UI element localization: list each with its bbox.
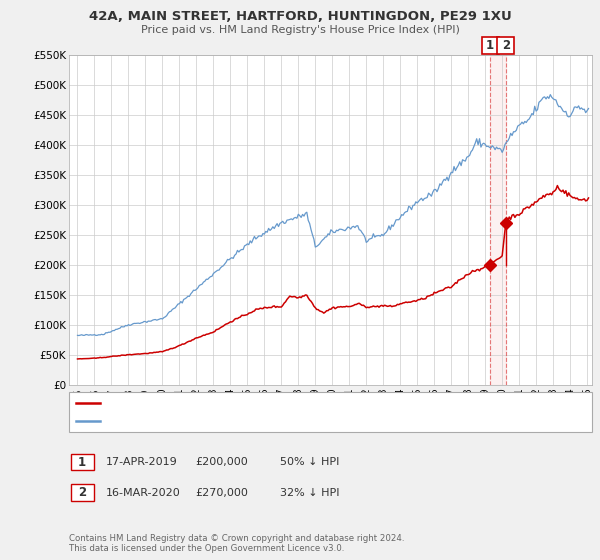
Bar (490, 55, 506, 385)
Text: 1: 1 (486, 39, 494, 52)
Text: 2: 2 (502, 39, 510, 52)
Text: 32% ↓ HPI: 32% ↓ HPI (280, 488, 339, 498)
Text: Price paid vs. HM Land Registry's House Price Index (HPI): Price paid vs. HM Land Registry's House … (140, 25, 460, 35)
Text: £270,000: £270,000 (196, 488, 248, 498)
Text: 16-MAR-2020: 16-MAR-2020 (106, 488, 181, 498)
Text: 42A, MAIN STREET, HARTFORD, HUNTINGDON, PE29 1XU (detached house): 42A, MAIN STREET, HARTFORD, HUNTINGDON, … (105, 398, 473, 408)
Text: HPI: Average price, detached house, Huntingdonshire: HPI: Average price, detached house, Hunt… (105, 416, 367, 426)
Text: 2: 2 (78, 486, 86, 500)
Text: £200,000: £200,000 (196, 457, 248, 467)
Text: 17-APR-2019: 17-APR-2019 (106, 457, 178, 467)
Text: 50% ↓ HPI: 50% ↓ HPI (280, 457, 339, 467)
Text: Contains HM Land Registry data © Crown copyright and database right 2024.
This d: Contains HM Land Registry data © Crown c… (69, 534, 404, 553)
Text: 42A, MAIN STREET, HARTFORD, HUNTINGDON, PE29 1XU: 42A, MAIN STREET, HARTFORD, HUNTINGDON, … (89, 10, 511, 23)
Text: 1: 1 (78, 455, 86, 469)
